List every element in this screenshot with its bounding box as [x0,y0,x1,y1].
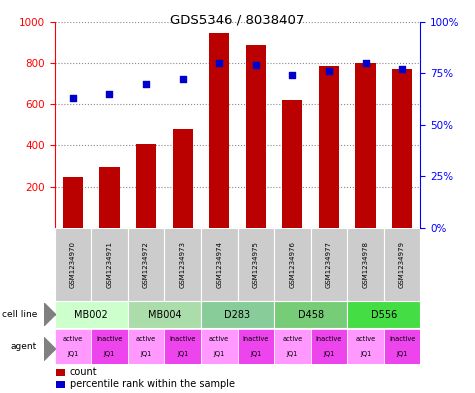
Bar [282,101,303,228]
Point [216,60,223,66]
Text: JQ1: JQ1 [397,351,408,357]
Bar [209,33,229,228]
Point [362,60,370,66]
Text: GDS5346 / 8038407: GDS5346 / 8038407 [171,14,304,27]
Text: agent: agent [10,342,37,351]
Bar [319,66,339,228]
Bar [55,329,91,364]
Text: GSM1234970: GSM1234970 [70,241,76,288]
Bar [63,177,83,228]
Text: GSM1234972: GSM1234972 [143,241,149,288]
Text: JQ1: JQ1 [360,351,371,357]
Bar [56,381,66,388]
Text: active: active [282,336,303,342]
Text: GSM1234977: GSM1234977 [326,241,332,288]
Point [105,91,113,97]
Bar [91,329,128,364]
Bar [347,329,384,364]
Text: JQ1: JQ1 [250,351,261,357]
Bar [91,228,128,301]
Text: JQ1: JQ1 [67,351,78,357]
Bar [384,329,420,364]
Text: D283: D283 [224,310,251,320]
Text: GSM1234973: GSM1234973 [180,241,186,288]
Bar [164,329,201,364]
Text: percentile rank within the sample: percentile rank within the sample [70,379,235,389]
Text: JQ1: JQ1 [214,351,225,357]
Bar [201,228,238,301]
Text: inactive: inactive [170,336,196,342]
Bar [56,369,66,376]
Text: JQ1: JQ1 [141,351,152,357]
Bar [274,228,311,301]
Bar [238,329,274,364]
Bar [347,228,384,301]
Text: inactive: inactive [243,336,269,342]
Text: JQ1: JQ1 [287,351,298,357]
Bar [246,45,266,228]
Bar [128,301,201,328]
Point [289,72,296,78]
Bar [201,329,238,364]
Bar [347,301,420,328]
Bar [201,301,274,328]
Text: inactive: inactive [389,336,415,342]
Bar [55,228,91,301]
Text: D556: D556 [370,310,397,320]
Polygon shape [44,303,56,326]
Bar [238,228,274,301]
Bar [311,228,347,301]
Point [69,95,77,101]
Text: count: count [70,367,97,378]
Text: MB004: MB004 [148,310,181,320]
Text: inactive: inactive [96,336,123,342]
Text: GSM1234975: GSM1234975 [253,241,259,288]
Bar [274,301,347,328]
Text: active: active [136,336,156,342]
Point [252,62,259,68]
Text: cell line: cell line [2,310,38,319]
Text: active: active [209,336,229,342]
Bar [392,69,412,228]
Bar [128,329,164,364]
Point [398,66,406,72]
Text: GSM1234978: GSM1234978 [362,241,369,288]
Bar [384,228,420,301]
Text: JQ1: JQ1 [104,351,115,357]
Text: JQ1: JQ1 [323,351,334,357]
Text: GSM1234976: GSM1234976 [289,241,295,288]
Point [142,80,150,86]
Bar [99,167,120,228]
Bar [355,63,376,228]
Text: MB002: MB002 [74,310,108,320]
Bar [274,329,311,364]
Text: inactive: inactive [316,336,342,342]
Bar [55,301,128,328]
Text: JQ1: JQ1 [177,351,188,357]
Polygon shape [44,337,56,361]
Point [179,76,186,83]
Bar [172,129,193,228]
Bar [311,329,347,364]
Bar [136,144,156,228]
Text: GSM1234979: GSM1234979 [399,241,405,288]
Bar [128,228,164,301]
Text: active: active [63,336,83,342]
Text: GSM1234971: GSM1234971 [106,241,113,288]
Text: D458: D458 [297,310,323,320]
Bar [164,228,201,301]
Text: GSM1234974: GSM1234974 [216,241,222,288]
Point [325,68,332,74]
Text: active: active [355,336,376,342]
